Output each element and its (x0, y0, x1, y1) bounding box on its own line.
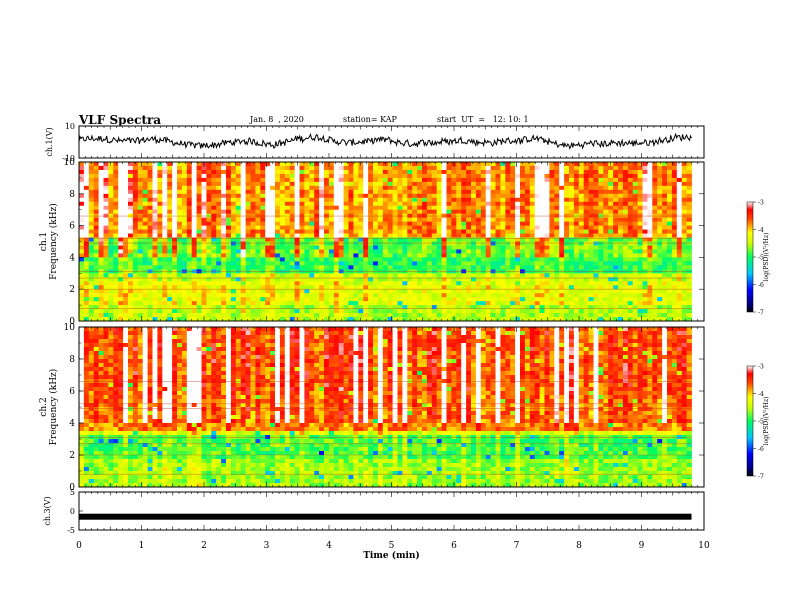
ch1-spectrogram-image (79, 162, 692, 322)
ch2-spectrogram-ytick-label: 2 (69, 451, 75, 461)
x-tick-label: 9 (639, 541, 645, 551)
ch2-spectrogram-colorbar-tick-label: -4 (758, 391, 764, 398)
ch1-spectrogram-ytick-label: 4 (69, 253, 75, 263)
ch1-spectrogram-ylabel-channel: ch.1 (39, 232, 49, 251)
ch2-spectrogram-ytick-label: 0 (69, 483, 75, 493)
ch3-waveform-frame (78, 491, 705, 531)
x-axis-label: Time (min) (363, 550, 420, 561)
x-tick-label: 6 (451, 541, 457, 551)
ch3-waveform-ylabel: ch.3(V) (43, 496, 52, 525)
ch1-spectrogram-colorbar-tick-label: -6 (758, 282, 764, 289)
ch2-spectrogram-colorbar-tick-label: -6 (758, 446, 764, 453)
ch2-spectrogram-colorbar-label: log(PSD)(V²/Hz) (763, 397, 770, 446)
ch1-spectrogram-colorbar-tick-label: -7 (758, 310, 764, 317)
ch2-spectrogram-ytick-label: 6 (69, 387, 75, 397)
ch1-spectrogram-colorbar-tick-label: -5 (758, 255, 764, 262)
ch1-spectrogram-ytick-label: 2 (69, 285, 75, 295)
ch2-spectrogram-colorbar-tick-label: -7 (758, 474, 764, 481)
ch1-spectrogram-ytick-label: 0 (69, 317, 75, 327)
ch2-spectrogram-ylabel: Frequency (kHz) (48, 369, 59, 446)
ch2-spectrogram-colorbar (746, 365, 754, 477)
ch1-ytick-label: -10 (62, 154, 75, 163)
ch2-spectrogram-image (79, 327, 692, 488)
ch1-waveform-ylabel: ch.1(V) (45, 127, 54, 156)
start-time-label: start UT = 12: 10: 1 (437, 115, 529, 124)
ch1-ytick-label: 10 (65, 122, 75, 131)
x-tick-label: 2 (201, 541, 207, 551)
ch3-waveform-trace (79, 513, 692, 520)
ch1-spectrogram-colorbar (746, 201, 754, 313)
x-tick-label: 4 (326, 541, 332, 551)
figure-title: VLF Spectra (79, 113, 162, 127)
ch1-spectrogram-ytick-label: 10 (64, 158, 76, 168)
station-label: station= KAP (343, 115, 397, 124)
ch3-ytick-label: 0 (70, 507, 75, 516)
ch2-spectrogram-colorbar-tick-label: -3 (758, 364, 764, 371)
ch1-spectrogram-colorbar-tick-label: -3 (758, 200, 764, 207)
ch2-spectrogram-ytick-label: 10 (64, 323, 76, 333)
x-tick-label: 7 (514, 541, 520, 551)
ch1-spectrogram-colorbar-label: log(PSD)(V²/Hz) (763, 233, 770, 282)
x-tick-label: 0 (76, 541, 82, 551)
ch3-ytick-label: -5 (67, 526, 75, 535)
ch1-spectrogram-colorbar-tick-label: -4 (758, 227, 764, 234)
ch1-spectrogram-ytick-label: 8 (69, 190, 75, 200)
ch2-spectrogram-ylabel-channel: ch.2 (39, 397, 49, 416)
date-label: Jan. 8 , 2020 (250, 115, 304, 124)
ch2-spectrogram-colorbar-tick-label: -5 (758, 419, 764, 426)
ch2-spectrogram-ytick-label: 4 (69, 419, 75, 429)
x-tick-label: 8 (576, 541, 582, 551)
ch1-spectrogram-ylabel: Frequency (kHz) (48, 203, 59, 280)
ch1-spectrogram-ytick-label: 6 (69, 222, 75, 232)
x-tick-label: 3 (264, 541, 270, 551)
x-tick-label: 1 (139, 541, 145, 551)
x-tick-label: 5 (389, 541, 395, 551)
x-tick-label: 10 (698, 541, 710, 551)
ch3-ytick-label: 5 (70, 488, 75, 497)
ch1-waveform-line (78, 132, 692, 150)
ch2-spectrogram-ytick-label: 8 (69, 355, 75, 365)
